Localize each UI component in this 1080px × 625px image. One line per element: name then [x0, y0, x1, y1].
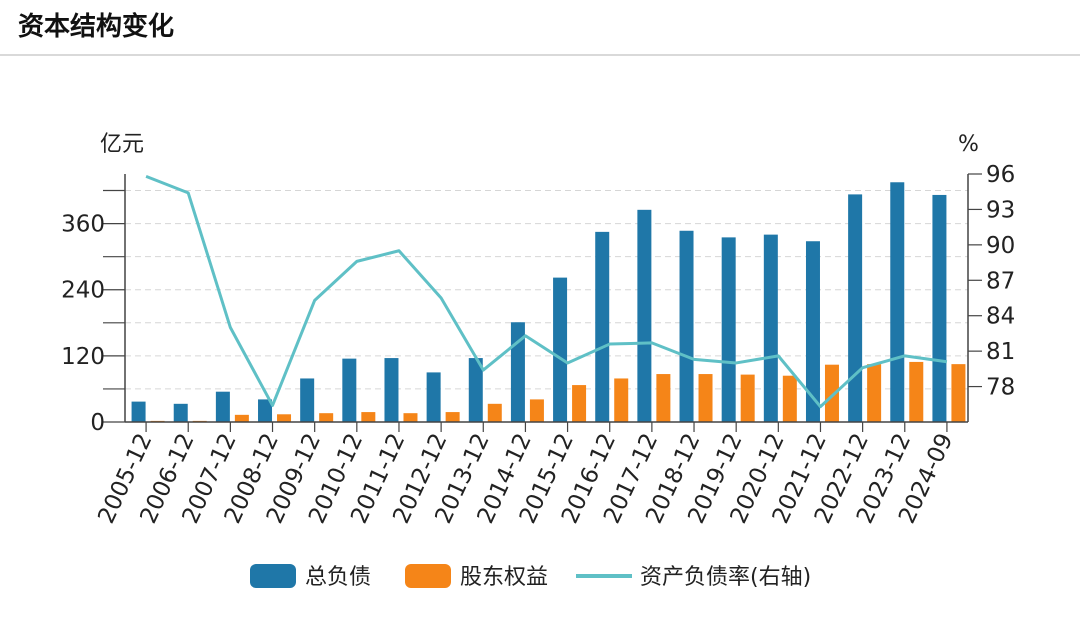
bar-shareholder-equity [319, 413, 334, 422]
right-tick-label: 84 [986, 304, 1015, 330]
right-tick-label: 87 [986, 268, 1015, 294]
bar-total-liabilities [763, 234, 778, 422]
bar-total-liabilities [679, 230, 694, 422]
legend-item-total-liabilities[interactable]: 总负债 [250, 564, 371, 590]
axes [103, 173, 982, 432]
bar-total-liabilities [131, 401, 146, 422]
bar-series [131, 182, 966, 422]
right-tick-label: 78 [986, 375, 1015, 401]
legend-label: 总负债 [305, 565, 371, 590]
right-axis-unit: % [958, 132, 979, 157]
left-axis-unit: 亿元 [100, 132, 144, 157]
legend[interactable]: 总负债 股东权益 资产负债率(右轴) [250, 564, 811, 590]
line-series [145, 174, 948, 409]
bar-total-liabilities [637, 209, 652, 422]
bar-total-liabilities [468, 358, 483, 422]
legend-item-debt-ratio[interactable]: 资产负债率(右轴) [576, 565, 811, 590]
bar-total-liabilities [384, 358, 399, 422]
left-tick-label: 240 [61, 278, 105, 304]
bar-total-liabilities [848, 194, 863, 422]
legend-item-shareholder-equity[interactable]: 股东权益 [405, 564, 548, 590]
bar-total-liabilities [300, 378, 315, 422]
bar-shareholder-equity [277, 414, 292, 422]
bar-shareholder-equity [698, 374, 713, 422]
right-tick-label: 90 [986, 233, 1015, 259]
bar-total-liabilities [805, 241, 820, 422]
legend-label: 资产负债率(右轴) [640, 565, 811, 590]
bar-total-liabilities [258, 399, 273, 422]
bar-total-liabilities [173, 403, 188, 422]
left-tick-label: 0 [90, 410, 105, 436]
debt-ratio-line [145, 174, 948, 409]
bar-total-liabilities [510, 322, 525, 422]
bar-total-liabilities [890, 182, 905, 422]
bar-shareholder-equity [824, 364, 839, 422]
bar-shareholder-equity [445, 412, 460, 422]
bar-shareholder-equity [487, 403, 502, 422]
bar-shareholder-equity [614, 378, 629, 422]
bar-shareholder-equity [361, 412, 376, 422]
bar-shareholder-equity [529, 399, 544, 422]
legend-label: 股东权益 [460, 565, 548, 590]
legend-swatch [405, 564, 451, 588]
bar-shareholder-equity [572, 385, 587, 422]
bar-shareholder-equity [403, 413, 418, 422]
legend-swatch [250, 564, 296, 588]
bar-total-liabilities [215, 391, 230, 422]
bar-total-liabilities [553, 277, 568, 422]
page-title: 资本结构变化 [18, 12, 175, 42]
bar-shareholder-equity [740, 374, 755, 422]
header: 资本结构变化 [0, 0, 1080, 56]
bar-total-liabilities [932, 194, 947, 422]
right-tick-label: 96 [986, 162, 1015, 188]
bar-total-liabilities [426, 372, 441, 422]
bar-total-liabilities [721, 237, 736, 422]
right-tick-label: 81 [986, 339, 1015, 365]
bar-shareholder-equity [656, 374, 671, 422]
left-tick-label: 360 [61, 212, 105, 238]
bar-shareholder-equity [867, 364, 882, 422]
left-tick-label: 120 [61, 344, 105, 370]
bar-shareholder-equity [951, 364, 966, 422]
bar-total-liabilities [342, 358, 357, 422]
grid-lines [125, 190, 968, 390]
bar-total-liabilities [595, 231, 610, 422]
bar-shareholder-equity [909, 361, 924, 422]
bar-shareholder-equity [782, 375, 797, 422]
right-tick-label: 93 [986, 197, 1015, 223]
bar-shareholder-equity [234, 414, 249, 422]
